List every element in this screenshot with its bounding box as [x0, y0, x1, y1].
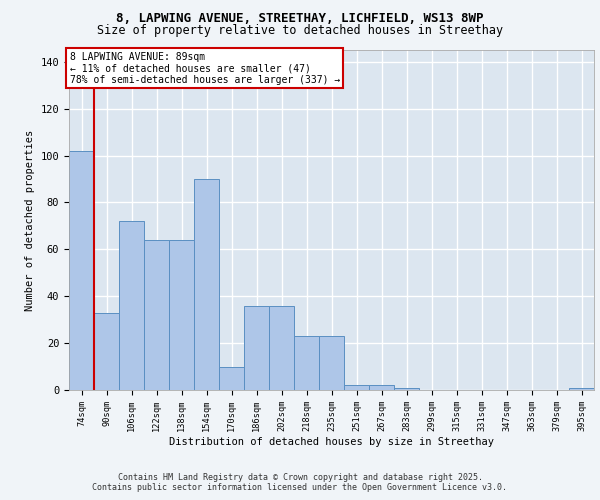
Text: Size of property relative to detached houses in Streethay: Size of property relative to detached ho…: [97, 24, 503, 37]
Bar: [369, 386, 394, 390]
Bar: [119, 221, 144, 390]
Y-axis label: Number of detached properties: Number of detached properties: [25, 130, 35, 310]
Bar: [244, 306, 269, 390]
Bar: [269, 306, 294, 390]
X-axis label: Distribution of detached houses by size in Streethay: Distribution of detached houses by size …: [169, 437, 494, 447]
Bar: [394, 388, 419, 390]
Bar: [69, 151, 94, 390]
Bar: [219, 366, 244, 390]
Bar: [344, 386, 369, 390]
Bar: [294, 336, 319, 390]
Bar: [319, 336, 344, 390]
Bar: [94, 312, 119, 390]
Bar: [194, 179, 219, 390]
Bar: [169, 240, 194, 390]
Bar: [144, 240, 169, 390]
Text: Contains HM Land Registry data © Crown copyright and database right 2025.
Contai: Contains HM Land Registry data © Crown c…: [92, 473, 508, 492]
Text: 8 LAPWING AVENUE: 89sqm
← 11% of detached houses are smaller (47)
78% of semi-de: 8 LAPWING AVENUE: 89sqm ← 11% of detache…: [70, 52, 340, 85]
Text: 8, LAPWING AVENUE, STREETHAY, LICHFIELD, WS13 8WP: 8, LAPWING AVENUE, STREETHAY, LICHFIELD,…: [116, 12, 484, 26]
Bar: [569, 388, 594, 390]
